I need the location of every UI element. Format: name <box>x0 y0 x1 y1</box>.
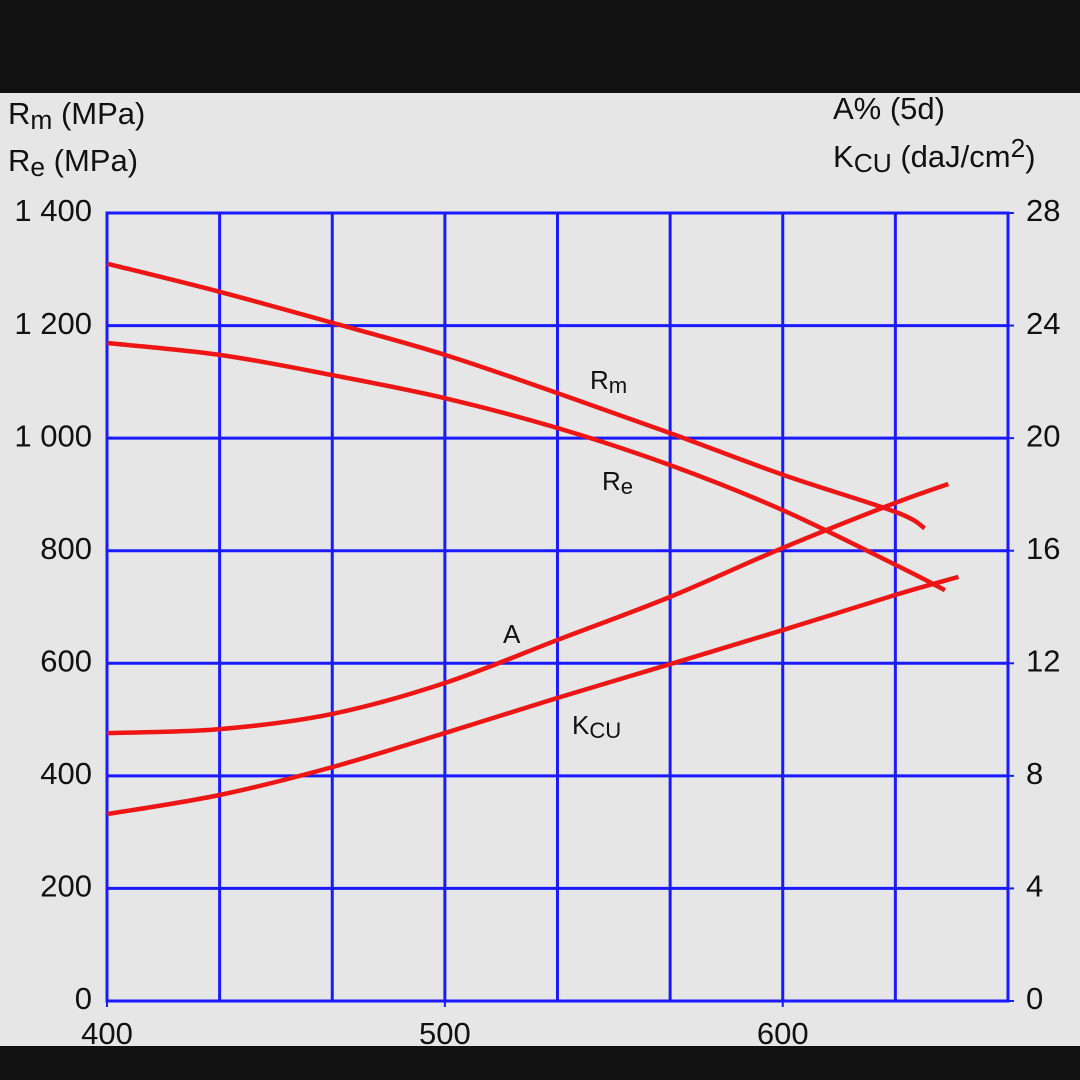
y-tick-label: 1 400 <box>14 193 92 228</box>
y2-tick-label: 28 <box>1026 193 1060 228</box>
label: Re (MPa) <box>8 143 138 181</box>
x-tick-label: 400 <box>81 1016 133 1051</box>
label-part: e <box>621 474 633 499</box>
label-part: A% (5d) <box>833 91 945 126</box>
label-part: (MPa) <box>45 143 138 178</box>
label-part: m <box>609 373 627 398</box>
series-line <box>106 574 960 817</box>
y-tick-label: 400 <box>40 756 92 791</box>
series-line <box>106 481 950 736</box>
label: Rm <box>590 365 627 398</box>
y-tick-label: 0 <box>75 981 92 1016</box>
series-line <box>106 261 926 531</box>
label-part: R <box>8 143 30 178</box>
y2-tick-label: 12 <box>1026 643 1060 678</box>
label-part: K <box>572 710 590 740</box>
series-line <box>106 340 946 593</box>
label-part: R <box>602 466 621 496</box>
x-tick-label: 500 <box>419 1016 471 1051</box>
y2-tick-label: 16 <box>1026 531 1060 566</box>
label-part: e <box>30 152 45 182</box>
y2-tick-label: 20 <box>1026 418 1060 453</box>
top-bar <box>0 0 1080 93</box>
label-part: 2 <box>1011 133 1026 163</box>
label-part: A <box>503 619 521 649</box>
label-part: R <box>8 96 30 131</box>
y2-tick-label: 0 <box>1026 981 1043 1016</box>
label-part: CU <box>589 718 621 743</box>
label: A% (5d) <box>833 91 945 126</box>
label-part: R <box>590 365 609 395</box>
y-tick-label: 1 000 <box>14 418 92 453</box>
label-part: m <box>30 105 52 135</box>
y-tick-label: 800 <box>40 531 92 566</box>
label: Re <box>602 466 633 499</box>
label: Rm (MPa) <box>8 96 145 134</box>
plot-frame <box>105 211 1010 1003</box>
label-part: CU <box>854 148 892 178</box>
label: KCU (daJ/cm2) <box>833 133 1036 178</box>
y-tick-label: 1 200 <box>14 306 92 341</box>
y-tick-label: 200 <box>40 869 92 904</box>
label-part: (daJ/cm <box>892 139 1011 174</box>
y2-tick-label: 24 <box>1026 306 1060 341</box>
label-part: ) <box>1025 139 1035 174</box>
label: KCU <box>572 710 621 743</box>
bottom-bar <box>0 1046 1080 1080</box>
x-tick-label: 600 <box>757 1016 809 1051</box>
y2-tick-label: 4 <box>1026 869 1043 904</box>
y-tick-label: 600 <box>40 643 92 678</box>
y2-tick-label: 8 <box>1026 756 1043 791</box>
label-part: (MPa) <box>52 96 145 131</box>
label: A <box>503 619 521 649</box>
label-part: K <box>833 139 854 174</box>
